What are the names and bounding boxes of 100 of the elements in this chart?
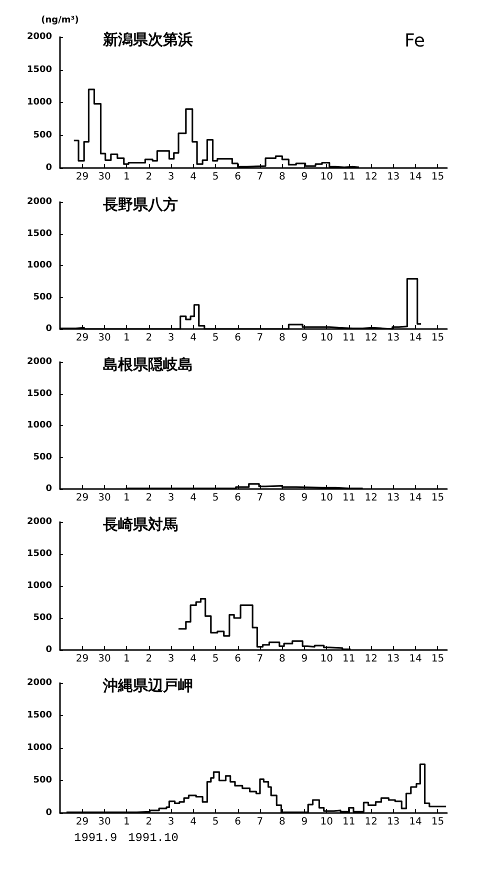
x-tick-label: 7 [256, 332, 264, 344]
x-tick-label: 12 [364, 492, 378, 504]
y-tick-label: 0 [46, 163, 52, 173]
y-tick-label: 0 [46, 484, 52, 494]
chart-title: 沖縄県辺戸岬 [102, 676, 193, 694]
x-tick-label: 15 [431, 332, 444, 344]
y-tick-label: 1000 [26, 743, 52, 753]
x-tick-label: 5 [212, 816, 219, 828]
x-tick-label: 29 [76, 492, 89, 504]
x-tick-label: 13 [386, 172, 400, 182]
x-tick-label: 30 [98, 332, 111, 344]
x-tick-label: 6 [234, 654, 241, 664]
x-tick-label: 11 [342, 654, 356, 664]
y-tick-label: 0 [46, 808, 52, 818]
x-tick-label: 4 [190, 654, 197, 664]
x-tick-label: 29 [76, 332, 89, 344]
x-tick-label: 30 [98, 654, 111, 664]
x-tick-label: 14 [409, 654, 422, 664]
x-tick-label: 14 [409, 816, 422, 828]
x-tick-label: 10 [320, 654, 334, 664]
x-tick-label: 14 [409, 332, 422, 344]
x-tick-label: 9 [301, 816, 308, 828]
x-tick-label: 5 [212, 654, 219, 664]
y-tick-label: 1500 [26, 388, 52, 399]
chart-title: 島根県隠岐島 [103, 356, 193, 374]
y-tick-label: 1000 [26, 581, 52, 591]
y-tick-label: 1000 [26, 260, 52, 270]
y-tick-label: 500 [33, 776, 52, 786]
x-tick-label: 1 [123, 654, 130, 664]
x-tick-label: 4 [190, 172, 197, 182]
x-tick-label: 29 [76, 816, 89, 828]
x-tick-label: 15 [431, 492, 444, 504]
x-tick-label: 8 [279, 816, 286, 828]
y-tick-label: 0 [46, 324, 52, 334]
x-tick-label: 15 [431, 816, 444, 828]
x-tick-label: 15 [431, 172, 444, 182]
x-tick-label: 2 [146, 654, 152, 664]
y-tick-label: 1000 [26, 98, 52, 108]
x-tick-label: 11 [342, 492, 356, 504]
x-tick-label: 13 [386, 332, 400, 344]
x-tick-label: 30 [98, 816, 111, 828]
y-tick-label: 0 [46, 645, 52, 655]
x-tick-label: 12 [364, 172, 378, 182]
x-tick-label: 9 [301, 172, 308, 182]
x-tick-label: 6 [234, 816, 241, 828]
x-tick-label: 8 [279, 172, 286, 182]
text: 1991.9 [74, 831, 118, 845]
y-tick-label: 500 [33, 613, 52, 623]
x-tick-label: 29 [76, 654, 89, 664]
x-tick-label: 1 [123, 332, 130, 344]
x-tick-label: 10 [320, 492, 334, 504]
x-tick-label: 14 [409, 492, 422, 504]
x-tick-label: 3 [168, 816, 174, 828]
x-tick-label: 9 [301, 332, 308, 344]
x-tick-label: 6 [234, 172, 241, 182]
x-tick-label: 8 [279, 654, 286, 664]
y-tick-label: 500 [33, 130, 52, 140]
x-tick-label: 2 [146, 492, 152, 504]
x-tick-label: 8 [279, 492, 286, 504]
x-tick-label: 6 [234, 332, 241, 344]
x-tick-label: 1 [123, 492, 130, 504]
x-tick-label: 29 [76, 172, 89, 182]
x-tick-label: 12 [364, 332, 378, 344]
y-tick-label: 2000 [26, 32, 52, 42]
y-tick-label: 1000 [26, 420, 52, 430]
y-tick-label: 2000 [26, 357, 52, 367]
text: 1991.10 [128, 831, 178, 845]
x-tick-label: 30 [98, 172, 111, 182]
y-axis-title: (ng/m³) [41, 16, 79, 26]
y-tick-label: 2000 [26, 197, 52, 207]
y-tick-label: 500 [33, 292, 52, 302]
x-tick-label: 8 [279, 332, 286, 344]
x-tick-label: 5 [212, 332, 219, 344]
x-tick-label: 12 [364, 816, 378, 828]
x-tick-label: 3 [168, 172, 174, 182]
y-tick-label: 1500 [26, 549, 52, 559]
x-tick-label: 13 [386, 816, 400, 828]
x-tick-label: 9 [301, 492, 308, 504]
x-tick-label: 12 [364, 654, 378, 664]
x-tick-label: 11 [342, 816, 356, 828]
x-tick-label: 1 [123, 816, 130, 828]
x-tick-label: 9 [301, 654, 308, 664]
y-tick-label: 2000 [26, 678, 52, 688]
x-tick-label: 1 [123, 172, 130, 182]
y-tick-label: 1500 [26, 228, 52, 239]
chart-title: 長崎県対馬 [102, 516, 178, 534]
y-tick-label: 2000 [26, 517, 52, 527]
x-tick-label: 15 [431, 654, 444, 664]
x-tick-label: 13 [386, 654, 400, 664]
chart-title: 新潟県次第浜 [102, 30, 193, 48]
x-tick-label: 11 [342, 172, 356, 182]
y-tick-label: 1500 [26, 710, 52, 720]
x-tick-label: 14 [409, 172, 422, 182]
x-tick-label: 10 [320, 816, 334, 828]
x-tick-label: 7 [256, 492, 264, 504]
x-tick-label: 2 [146, 172, 152, 182]
x-tick-label: 11 [342, 332, 356, 344]
chart-title: 長野県八方 [102, 196, 178, 214]
x-tick-label: 6 [234, 492, 241, 504]
x-tick-label: 3 [168, 332, 174, 344]
